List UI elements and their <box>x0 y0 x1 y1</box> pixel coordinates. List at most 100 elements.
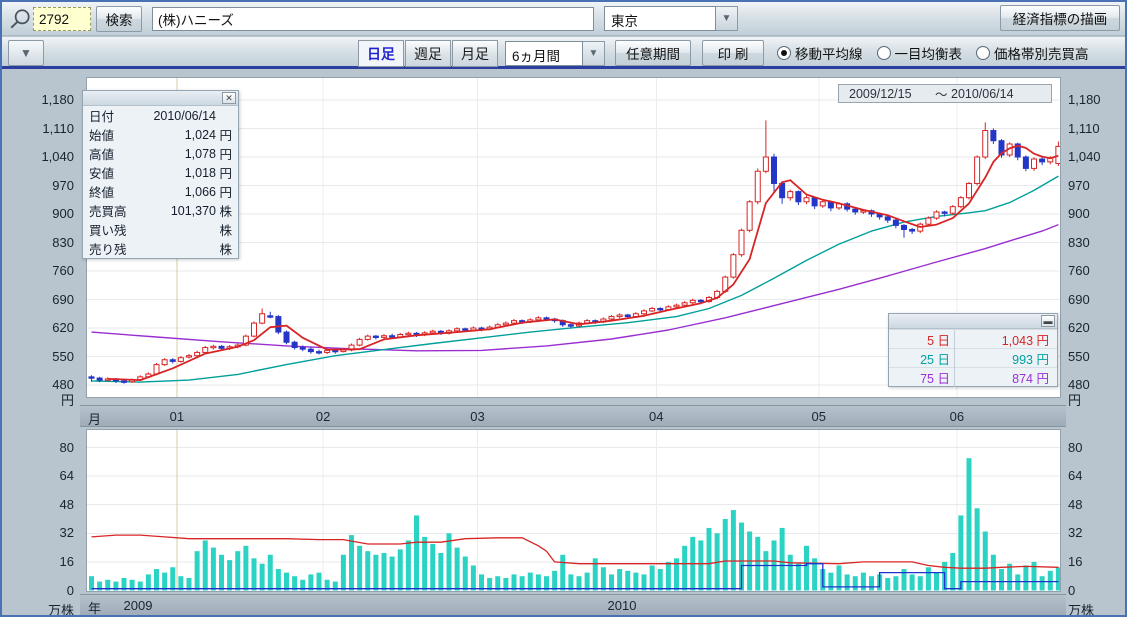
volume-tick: 48 <box>1068 496 1083 512</box>
info-row-unit: 株 <box>219 243 232 257</box>
legend-row: 5 日 1,043 円 <box>889 329 1057 349</box>
search-button[interactable]: 検索 <box>96 6 142 32</box>
info-row: 高値 1,078 円 <box>83 144 238 163</box>
info-row-label: 売買高 <box>89 205 127 219</box>
volume-grid <box>87 430 1060 591</box>
info-row-label: 安値 <box>89 167 115 181</box>
radio-label: 価格帯別売買高 <box>994 47 1089 62</box>
date-range-display: 2009/12/15 ～ 2010/06/14 <box>838 84 1052 103</box>
price-tick: 480 <box>52 377 74 392</box>
info-row-value: 2010/06/14 <box>153 108 216 123</box>
radio-一目均衡表[interactable]: 一目均衡表 <box>876 43 962 63</box>
volume-bars <box>89 458 1060 591</box>
month-tick-label: 05 <box>811 409 826 424</box>
radio-circle-icon <box>976 46 990 60</box>
info-row: 売り残 株 <box>83 239 238 258</box>
volume-tick: 16 <box>59 553 74 569</box>
custom-period-button[interactable]: 任意期間 <box>615 40 691 66</box>
info-row-label: 始値 <box>89 129 115 143</box>
volume-tick: 64 <box>59 468 74 484</box>
price-tick: 1,110 <box>1068 120 1100 136</box>
month-tick-label: 06 <box>949 409 965 424</box>
toolbar-chart-controls: ▼ 日足 週足 月足 6ヵ月間 ▼ 任意期間 印 刷 移動平均線 一目均衡表 価格帯別売… <box>2 37 1125 69</box>
period-tabs: 日足 週足 月足 <box>358 40 499 67</box>
price-tick: 1,180 <box>41 92 74 107</box>
search-icon <box>10 9 30 29</box>
date-range-separator: ～ <box>935 88 948 102</box>
legend-row-label: 25 日 <box>889 348 955 368</box>
market-select[interactable]: 東京 ▼ <box>604 6 738 31</box>
legend-row: 25 日 993 円 <box>889 348 1057 368</box>
chevron-down-icon[interactable]: ▼ <box>716 6 738 31</box>
price-unit-left: 円 <box>60 393 74 408</box>
legend-row: 75 日 874 円 <box>889 367 1057 387</box>
red-line <box>91 534 1059 569</box>
volume-tick: 80 <box>59 439 74 455</box>
info-row: 終値 1,066 円 <box>83 182 238 201</box>
price-chart[interactable] <box>86 77 1061 398</box>
tab-週足[interactable]: 週足 <box>405 40 451 67</box>
price-tick: 760 <box>1068 263 1090 278</box>
chart-menu-dropdown-button[interactable]: ▼ <box>8 40 44 66</box>
price-tick: 690 <box>52 291 74 307</box>
price-tick: 480 <box>1068 377 1090 392</box>
info-row-value: 1,018 <box>184 165 216 180</box>
company-name-input[interactable] <box>152 7 594 31</box>
volume-tick: 0 <box>1068 582 1076 598</box>
price-tick: 970 <box>1068 177 1090 193</box>
price-tick: 900 <box>52 206 74 221</box>
volume-tick: 16 <box>1068 553 1083 569</box>
date-range-to: 2010/06/14 <box>951 86 1014 101</box>
info-row: 売買高 101,370 株 <box>83 201 238 220</box>
price-tick: 1,040 <box>41 149 74 164</box>
info-row-unit: 円 <box>219 186 232 200</box>
period-select[interactable]: 6ヵ月間 ▼ <box>505 41 605 66</box>
info-row-unit: 円 <box>219 167 232 181</box>
info-row-value: 1,078 <box>184 146 216 161</box>
price-tick: 1,040 <box>1068 149 1101 164</box>
info-row-value: 101,370 <box>170 203 216 218</box>
legend-row-value: 993 円 <box>1012 352 1049 367</box>
stock-code-input[interactable] <box>33 7 91 31</box>
price-unit-right: 円 <box>1068 393 1082 408</box>
close-icon[interactable]: ✕ <box>222 92 236 104</box>
info-row-value: 1,066 <box>184 184 216 199</box>
year-axis-band: 年 2009 2010 <box>80 594 1066 615</box>
print-button[interactable]: 印 刷 <box>702 40 764 66</box>
radio-移動平均線[interactable]: 移動平均線 <box>777 43 863 63</box>
chevron-down-icon[interactable]: ▼ <box>583 41 605 66</box>
radio-circle-icon <box>777 46 791 60</box>
price-tick: 1,110 <box>42 120 74 136</box>
tab-日足[interactable]: 日足 <box>358 40 404 67</box>
price-tick: 760 <box>52 263 74 278</box>
econ-indicator-button[interactable]: 経済指標の描画 <box>1000 5 1120 31</box>
info-row: 始値 1,024 円 <box>83 125 238 144</box>
price-tick: 620 <box>1068 320 1090 335</box>
info-row: 買い残 株 <box>83 220 238 239</box>
month-axis-band: 月 01 02 03 04 05 06 <box>80 405 1066 427</box>
minimize-icon[interactable]: ▬ <box>1041 315 1055 327</box>
volume-unit-right: 万株 <box>1068 603 1095 617</box>
radio-価格帯別売買高[interactable]: 価格帯別売買高 <box>976 43 1089 63</box>
year-tick-label: 2010 <box>607 598 637 613</box>
info-row-unit: 株 <box>219 224 232 238</box>
price-tick: 550 <box>52 348 74 364</box>
volume-chart[interactable] <box>86 429 1061 592</box>
info-row-unit: 円 <box>219 148 232 162</box>
month-tick-label: 01 <box>169 409 185 424</box>
legend-row-value: 874 円 <box>1012 371 1049 386</box>
tab-月足[interactable]: 月足 <box>452 40 498 67</box>
price-tick: 970 <box>52 177 74 193</box>
legend-row-value: 1,043 円 <box>1001 333 1049 348</box>
month-tick-label: 02 <box>315 409 331 424</box>
candlestick-layer <box>88 120 1060 384</box>
ma-legend-header: ▬ <box>889 314 1057 329</box>
date-range-from: 2009/12/15 <box>849 86 912 101</box>
radio-label: 移動平均線 <box>795 47 863 62</box>
info-row-label: 日付 <box>89 110 115 124</box>
price-tick: 550 <box>1068 348 1090 364</box>
radio-circle-icon <box>876 46 891 60</box>
price-tick: 830 <box>1068 234 1090 250</box>
market-select-value: 東京 <box>604 6 716 31</box>
month-tick-label: 04 <box>649 409 664 424</box>
